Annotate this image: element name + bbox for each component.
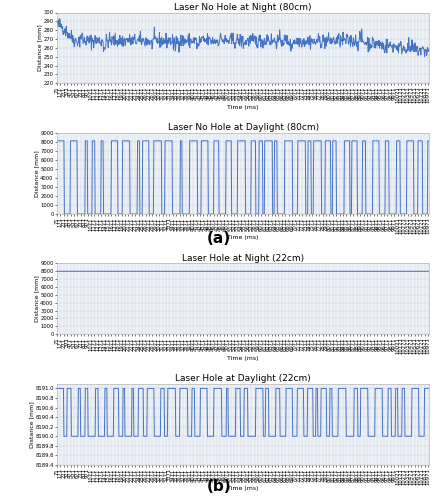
Title: Laser Hole at Night (22cm): Laser Hole at Night (22cm): [182, 254, 304, 262]
Title: Laser No Hole at Night (80cm): Laser No Hole at Night (80cm): [174, 2, 312, 12]
Y-axis label: Distance [mm]: Distance [mm]: [29, 401, 34, 448]
Y-axis label: Distance [mm]: Distance [mm]: [34, 150, 39, 196]
Y-axis label: Distance [mm]: Distance [mm]: [34, 276, 39, 322]
Text: (a): (a): [207, 231, 231, 246]
Text: (b): (b): [207, 479, 231, 494]
X-axis label: Time (ms): Time (ms): [227, 236, 259, 240]
X-axis label: Time (ms): Time (ms): [227, 356, 259, 360]
Y-axis label: Distance [mm]: Distance [mm]: [37, 24, 42, 71]
X-axis label: Time (ms): Time (ms): [227, 486, 259, 492]
Title: Laser No Hole at Daylight (80cm): Laser No Hole at Daylight (80cm): [167, 123, 319, 132]
Title: Laser Hole at Daylight (22cm): Laser Hole at Daylight (22cm): [175, 374, 311, 383]
X-axis label: Time (ms): Time (ms): [227, 104, 259, 110]
